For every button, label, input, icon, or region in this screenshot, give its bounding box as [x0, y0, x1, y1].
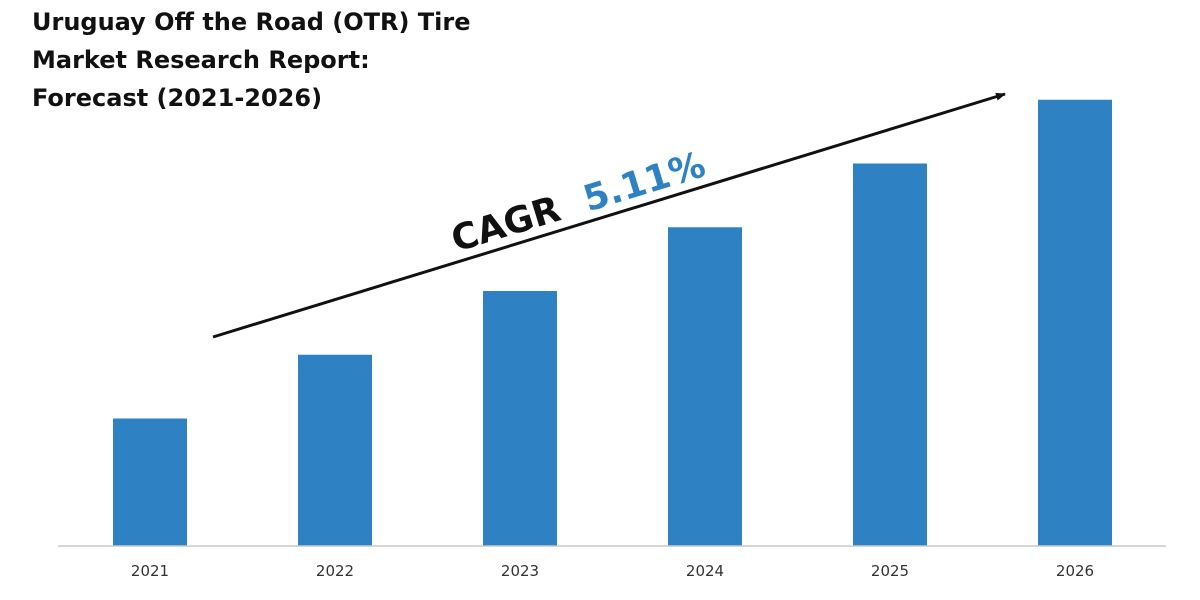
bar-2022 — [298, 354, 372, 546]
bar-2023 — [483, 291, 557, 546]
bars — [113, 99, 1112, 546]
cagr-prefix: CAGR — [447, 189, 566, 261]
x-axis-tick-labels: 2021 2022 2023 2024 2025 2026 — [131, 562, 1094, 580]
bar-2026 — [1038, 99, 1112, 546]
chart-title: Uruguay Off the Road (OTR) Tire Market R… — [32, 8, 470, 112]
x-tick-label-2025: 2025 — [871, 562, 909, 580]
x-tick-label-2026: 2026 — [1056, 562, 1094, 580]
x-tick-label-2021: 2021 — [131, 562, 169, 580]
x-tick-label-2022: 2022 — [316, 562, 354, 580]
chart-title-line-3: Forecast (2021-2026) — [32, 84, 322, 112]
growth-arrow — [212, 92, 1006, 339]
x-tick-label-2023: 2023 — [501, 562, 539, 580]
cagr-value: 5.11% — [579, 144, 710, 220]
bar-2021 — [113, 418, 187, 546]
bar-2024 — [668, 227, 742, 546]
x-tick-label-2024: 2024 — [686, 562, 724, 580]
chart-title-line-2: Market Research Report: — [32, 46, 370, 74]
chart-title-line-1: Uruguay Off the Road (OTR) Tire — [32, 8, 470, 36]
bar-2025 — [853, 163, 927, 546]
